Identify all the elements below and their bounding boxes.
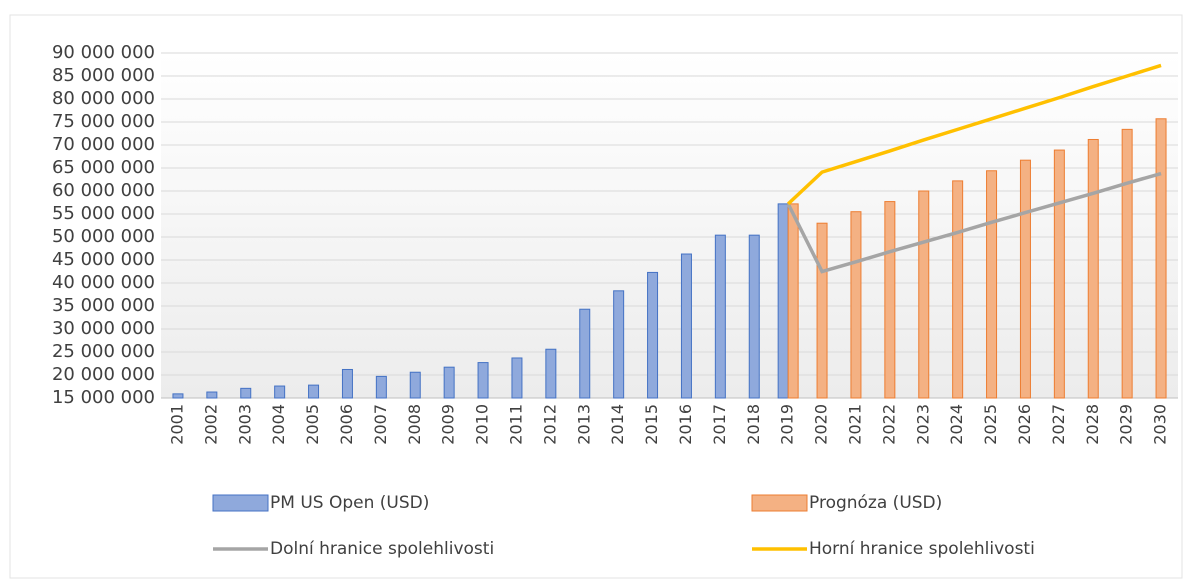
x-tick-label: 2027	[1049, 404, 1068, 445]
x-tick-label: 2016	[676, 404, 695, 445]
x-tick-label: 2026	[1015, 404, 1034, 445]
bar	[477, 362, 489, 399]
bar	[850, 211, 862, 399]
x-tick-label: 2010	[473, 404, 492, 445]
legend-label: Horní hranice spolehlivosti	[809, 539, 1035, 559]
bar	[680, 253, 692, 399]
y-tick-label: 50 000 000	[52, 226, 155, 247]
y-tick-label: 45 000 000	[52, 249, 155, 270]
legend-swatch	[212, 494, 269, 512]
bar	[952, 180, 964, 399]
bar	[986, 170, 998, 399]
x-tick-label: 2020	[812, 404, 831, 445]
x-tick-label: 2003	[235, 404, 254, 445]
x-tick-label: 2011	[506, 404, 525, 445]
x-tick-label: 2006	[337, 404, 356, 445]
bar	[1155, 118, 1167, 399]
x-tick-label: 2029	[1117, 404, 1136, 445]
x-tick-label: 2004	[269, 404, 288, 445]
plot-area	[161, 53, 1178, 398]
bar	[918, 190, 930, 399]
y-tick-label: 80 000 000	[52, 88, 155, 109]
bar	[1019, 159, 1031, 399]
x-tick-label: 2001	[167, 404, 186, 445]
bar	[172, 393, 184, 399]
bar	[748, 234, 760, 399]
y-tick-label: 25 000 000	[52, 341, 155, 362]
y-tick-label: 70 000 000	[52, 134, 155, 155]
y-tick-label: 55 000 000	[52, 203, 155, 224]
bar	[274, 385, 286, 399]
bar	[647, 271, 659, 399]
bar	[579, 308, 591, 399]
bar	[545, 348, 557, 399]
legend-swatch	[751, 494, 808, 512]
x-tick-label: 2014	[608, 404, 627, 445]
line	[786, 63, 1162, 206]
x-tick-label: 2019	[778, 404, 797, 445]
x-tick-label: 2030	[1151, 404, 1170, 445]
y-tick-label: 30 000 000	[52, 318, 155, 339]
x-tick-label: 2002	[201, 404, 220, 445]
x-tick-label: 2012	[540, 404, 559, 445]
bar	[1087, 138, 1099, 399]
x-tick-label: 2024	[947, 404, 966, 445]
bar	[1121, 128, 1133, 399]
bar	[816, 222, 828, 399]
legend-label: Prognóza (USD)	[809, 493, 942, 513]
bar	[375, 375, 387, 399]
bar	[341, 368, 353, 399]
bar	[206, 391, 218, 399]
x-tick-label: 2017	[710, 404, 729, 445]
x-tick-label: 2022	[879, 404, 898, 445]
bar	[409, 371, 421, 399]
line	[786, 171, 1162, 274]
x-tick-label: 2013	[574, 404, 593, 445]
y-tick-label: 35 000 000	[52, 295, 155, 316]
legend-label: Dolní hranice spolehlivosti	[270, 539, 494, 559]
bar	[884, 201, 896, 399]
bar	[511, 357, 523, 399]
y-tick-label: 60 000 000	[52, 180, 155, 201]
x-tick-label: 2028	[1083, 404, 1102, 445]
y-tick-label: 85 000 000	[52, 65, 155, 86]
bar	[787, 203, 799, 399]
y-tick-label: 65 000 000	[52, 157, 155, 178]
bar	[443, 366, 455, 399]
bar	[240, 387, 252, 399]
x-tick-label: 2023	[913, 404, 932, 445]
x-tick-label: 2021	[845, 404, 864, 445]
y-tick-label: 75 000 000	[52, 111, 155, 132]
x-tick-label: 2018	[744, 404, 763, 445]
x-tick-label: 2008	[405, 404, 424, 445]
bar	[308, 384, 320, 399]
x-tick-label: 2025	[981, 404, 1000, 445]
bar	[613, 290, 625, 399]
legend-label: PM US Open (USD)	[270, 493, 429, 513]
y-tick-label: 20 000 000	[52, 364, 155, 385]
y-tick-label: 40 000 000	[52, 272, 155, 293]
bar	[777, 203, 789, 399]
x-tick-label: 2015	[642, 404, 661, 445]
bar	[714, 234, 726, 399]
x-tick-label: 2005	[303, 404, 322, 445]
x-tick-label: 2009	[439, 404, 458, 445]
bar	[1053, 149, 1065, 399]
x-tick-label: 2007	[371, 404, 390, 445]
y-tick-label: 15 000 000	[52, 387, 155, 408]
y-tick-label: 90 000 000	[52, 42, 155, 63]
